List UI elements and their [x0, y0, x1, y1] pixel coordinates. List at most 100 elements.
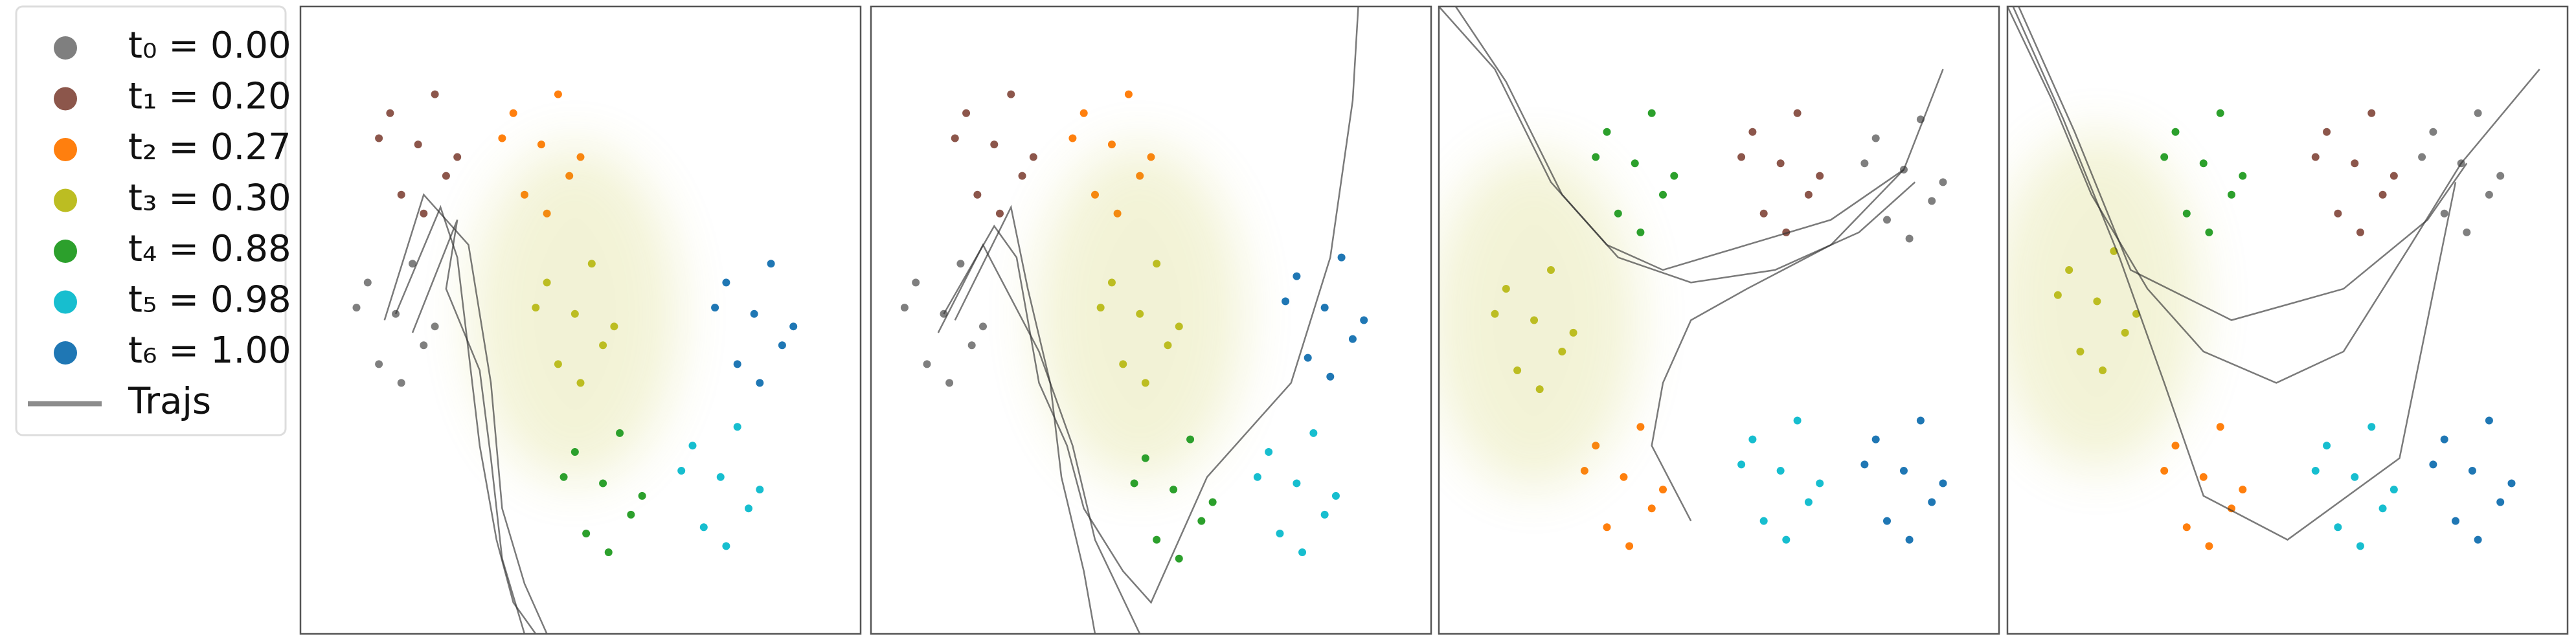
point	[2485, 190, 2493, 199]
point	[1905, 234, 1914, 243]
point	[1816, 172, 1824, 180]
point	[1899, 467, 1908, 475]
point	[1776, 467, 1785, 475]
point	[2390, 172, 2398, 180]
point	[375, 360, 383, 368]
legend-marker	[54, 188, 77, 212]
point	[1558, 347, 1566, 355]
point	[1871, 435, 1880, 444]
point	[1331, 491, 1340, 500]
point	[1293, 479, 1301, 488]
point	[967, 341, 976, 350]
point	[2334, 209, 2342, 218]
legend-label: t₁ = 0.20	[128, 76, 291, 118]
point	[1883, 216, 1891, 224]
point	[1153, 535, 1161, 544]
panel-frame	[870, 5, 1432, 635]
point	[2474, 109, 2482, 117]
point	[789, 322, 798, 331]
point	[2356, 542, 2364, 550]
point	[1337, 253, 1346, 262]
point	[1759, 517, 1768, 525]
point	[1326, 372, 1335, 381]
point	[1164, 341, 1172, 350]
legend-label: Trajs	[128, 381, 211, 423]
point	[1141, 454, 1149, 462]
panel	[1439, 6, 1947, 550]
point	[1625, 542, 1634, 550]
point	[1759, 209, 1768, 218]
point	[2463, 228, 2471, 236]
point	[1776, 159, 1785, 168]
point	[1304, 354, 1312, 362]
panel-frame	[1438, 5, 2000, 635]
point	[1298, 548, 1307, 557]
point	[1107, 141, 1116, 149]
legend-marker	[54, 341, 77, 365]
point	[1320, 304, 1329, 312]
point	[604, 548, 613, 557]
trajectory	[1454, 6, 1916, 284]
point	[571, 309, 579, 318]
point	[716, 473, 725, 481]
point	[1871, 134, 1880, 142]
point	[1547, 265, 1555, 274]
trajectory	[383, 193, 548, 634]
point	[1265, 447, 1273, 456]
point	[1348, 335, 1357, 343]
trajectory	[937, 243, 1141, 634]
trajectory	[1651, 169, 1904, 522]
point	[587, 260, 596, 268]
point	[576, 379, 585, 387]
point	[767, 260, 775, 268]
point	[1603, 128, 1611, 136]
point	[627, 510, 635, 519]
trajectory	[411, 219, 526, 634]
point	[1603, 523, 1611, 532]
point	[414, 141, 422, 149]
point	[509, 109, 517, 117]
point	[722, 542, 730, 550]
point	[990, 141, 999, 149]
point	[2452, 517, 2459, 525]
point	[1068, 134, 1077, 142]
point	[1782, 535, 1791, 544]
point	[2171, 128, 2180, 136]
point	[962, 109, 971, 117]
point	[973, 190, 982, 199]
point	[2311, 467, 2320, 475]
point	[2182, 523, 2191, 532]
point	[2121, 328, 2129, 337]
point	[1614, 209, 1622, 218]
point	[2378, 504, 2387, 513]
point	[2367, 423, 2376, 431]
legend-marker	[54, 36, 77, 60]
point	[1860, 460, 1869, 469]
point	[1793, 416, 1802, 425]
point	[2429, 128, 2437, 136]
point	[2323, 442, 2331, 450]
point	[1905, 535, 1914, 544]
point	[951, 134, 959, 142]
trajectory	[2007, 6, 2540, 384]
legend-marker	[54, 240, 77, 263]
point	[1186, 435, 1195, 444]
point	[599, 479, 607, 488]
point	[1631, 159, 1639, 168]
point	[2099, 366, 2107, 375]
point	[1018, 172, 1026, 180]
point	[2367, 109, 2376, 117]
point	[1029, 153, 1037, 161]
point	[2205, 228, 2213, 236]
point	[1647, 504, 1656, 513]
point	[979, 322, 987, 331]
point	[532, 304, 540, 312]
point	[2351, 159, 2359, 168]
point	[1141, 379, 1149, 387]
legend-label: t₀ = 0.00	[128, 25, 291, 67]
trajectory	[2012, 6, 2457, 541]
point	[1502, 285, 1510, 293]
point	[945, 379, 954, 387]
point	[1169, 486, 1178, 494]
